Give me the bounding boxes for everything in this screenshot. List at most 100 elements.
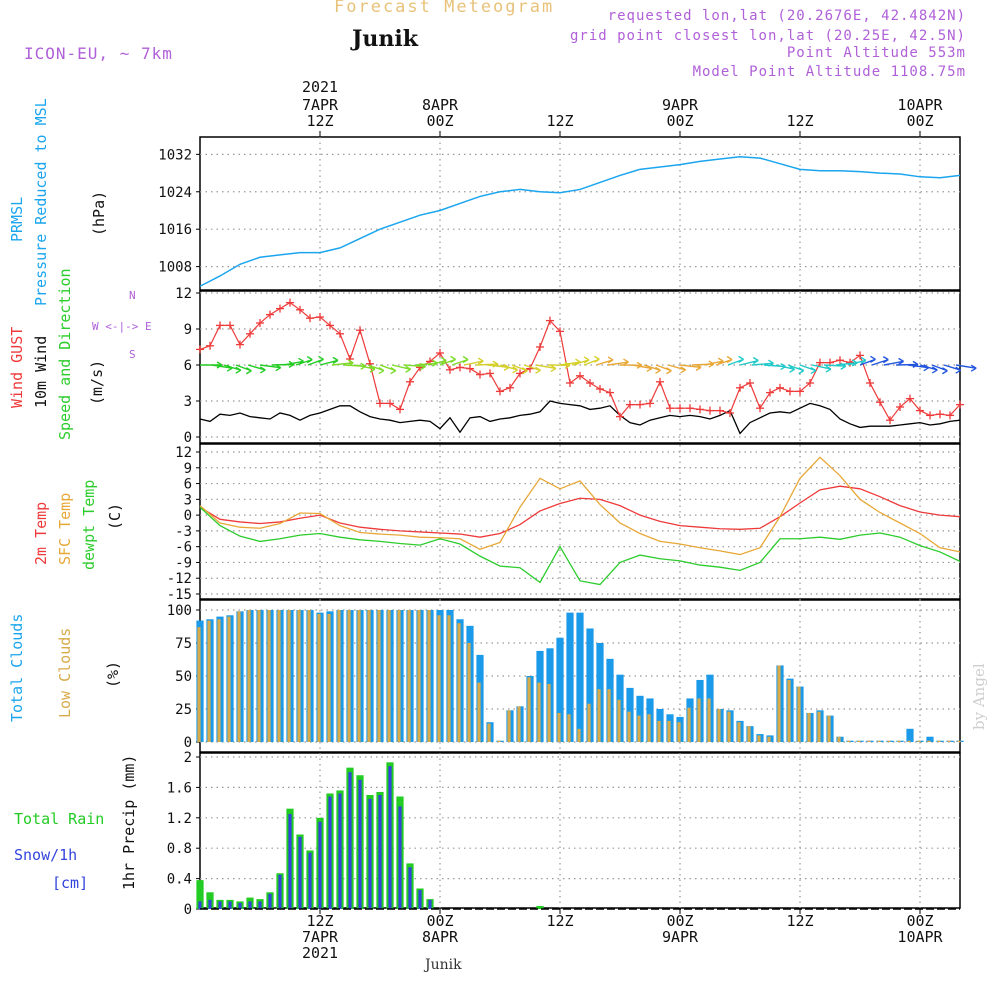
total-cloud-bar: [576, 612, 584, 742]
snow-bar: [348, 772, 352, 909]
low-cloud-bar: [537, 682, 541, 742]
wind-gust-marker: [456, 363, 464, 372]
bottom-time-label: 00Z: [426, 912, 453, 930]
wind-gust-marker: [496, 387, 504, 396]
low-cloud-bar: [217, 619, 221, 742]
wind-direction-arrow: [451, 355, 469, 366]
wind-gust-marker: [656, 377, 664, 386]
bottom-time-label: 00Z: [906, 912, 933, 930]
wind-direction-arrow: [595, 356, 614, 366]
panel-frame: [199, 443, 961, 600]
footer-station: Junik: [425, 957, 462, 973]
low-cloud-bar: [787, 679, 791, 742]
compass-we: W <-|-> E: [92, 320, 152, 333]
low-cloud-bar: [847, 740, 851, 742]
panel-frame: [199, 290, 961, 444]
wind-gust-marker: [636, 400, 644, 409]
low-cloud-bar: [547, 683, 551, 742]
wind-gust-marker: [246, 329, 254, 338]
wind-direction-arrow: [919, 364, 938, 374]
bottom-time-label: 9APR: [662, 928, 699, 946]
wind-gust-marker: [606, 388, 614, 397]
total-cloud-bar: [566, 612, 574, 742]
low-cloud-bar: [567, 714, 571, 742]
low-cloud-bar: [697, 698, 701, 742]
wind-direction-arrow: [739, 356, 759, 366]
low-cloud-bar: [357, 610, 361, 742]
wind-direction-arrow: [427, 356, 447, 366]
bottom-time-label: 10APR: [897, 928, 943, 946]
wind-gust-marker: [876, 398, 884, 407]
wind-direction-arrow: [511, 364, 528, 375]
low-cloud-bar: [827, 715, 831, 742]
top-time-label: 12Z: [306, 112, 333, 130]
wind-gust-marker: [916, 406, 924, 415]
low-cloud-bar: [427, 610, 431, 742]
y-tick-label: 25: [175, 702, 192, 718]
y-tick-label: 0: [184, 735, 192, 751]
low-cloud-bar: [627, 711, 631, 742]
wind-gust-marker: [336, 329, 344, 338]
wind-direction-arrow: [811, 364, 832, 373]
snow-bar: [308, 852, 312, 909]
low-cloud-bar: [867, 740, 871, 742]
low-cloud-bar: [637, 715, 641, 742]
low-cloud-bar: [947, 740, 951, 742]
y-tick-label: 75: [175, 636, 192, 652]
wind-gust-marker: [286, 298, 294, 307]
snow-bar: [358, 779, 362, 909]
wind-direction-arrow: [871, 356, 889, 366]
wind-gust-marker: [576, 371, 584, 380]
wind-gust-marker: [786, 387, 794, 396]
wind-direction-arrow: [367, 364, 385, 375]
wind-direction-arrow: [643, 364, 661, 374]
wind-gust-marker: [626, 400, 634, 409]
wind-gust-marker: [446, 365, 454, 374]
wind-direction-arrow: [499, 364, 518, 374]
low-cloud-bar: [747, 726, 751, 742]
wind-gust-marker: [386, 399, 394, 408]
wind-gust-marker: [906, 394, 914, 403]
wind-gust-marker: [346, 355, 354, 363]
wind-direction-arrow: [655, 364, 672, 375]
low-cloud-bar: [397, 610, 401, 742]
y-tick-label: 6: [184, 477, 192, 493]
low-cloud-bar: [597, 689, 601, 742]
point-altitude: Point Altitude 553m: [786, 45, 966, 61]
top-time-label: 10APR: [897, 96, 943, 114]
snow-bar: [328, 796, 332, 909]
wind-direction-arrow: [799, 364, 817, 375]
wind-gust-marker: [736, 383, 744, 392]
low-cloud-bar: [257, 610, 261, 742]
low-cloud-bar: [287, 610, 291, 742]
wind-direction-arrow: [943, 364, 962, 374]
y-tick-label: 12: [175, 445, 192, 461]
low-cloud-bar: [517, 706, 521, 742]
wind-gust-marker: [716, 406, 724, 415]
y-tick-label: 12: [175, 286, 192, 302]
low-cloud-bar: [807, 712, 811, 742]
top-year-label: 2021: [302, 78, 338, 96]
snow-bar: [278, 874, 282, 909]
wind-gust-marker: [596, 385, 604, 393]
low-cloud-bar: [267, 610, 271, 742]
y-tick-label: 1032: [158, 147, 192, 163]
bottom-time-label: 8APR: [422, 928, 459, 946]
y-tick-label: 9: [184, 322, 192, 338]
low-cloud-bar: [477, 682, 481, 742]
y-tick-label: 1.2: [167, 811, 192, 827]
rain-bar: [196, 880, 204, 909]
wind-gust-marker: [886, 416, 894, 425]
low-cloud-bar: [447, 615, 451, 742]
wind-direction-arrow: [235, 364, 252, 375]
snow-bar: [428, 899, 432, 909]
y-tick-label: 50: [175, 669, 192, 685]
low-cloud-bar: [657, 720, 661, 742]
wind-gust-marker: [226, 321, 234, 330]
low-cloud-bar: [337, 610, 341, 742]
low-cloud-bar: [487, 723, 491, 742]
low-cloud-bar: [407, 610, 411, 742]
low-cloud-bar: [587, 703, 591, 742]
low-cloud-bar: [767, 736, 771, 742]
